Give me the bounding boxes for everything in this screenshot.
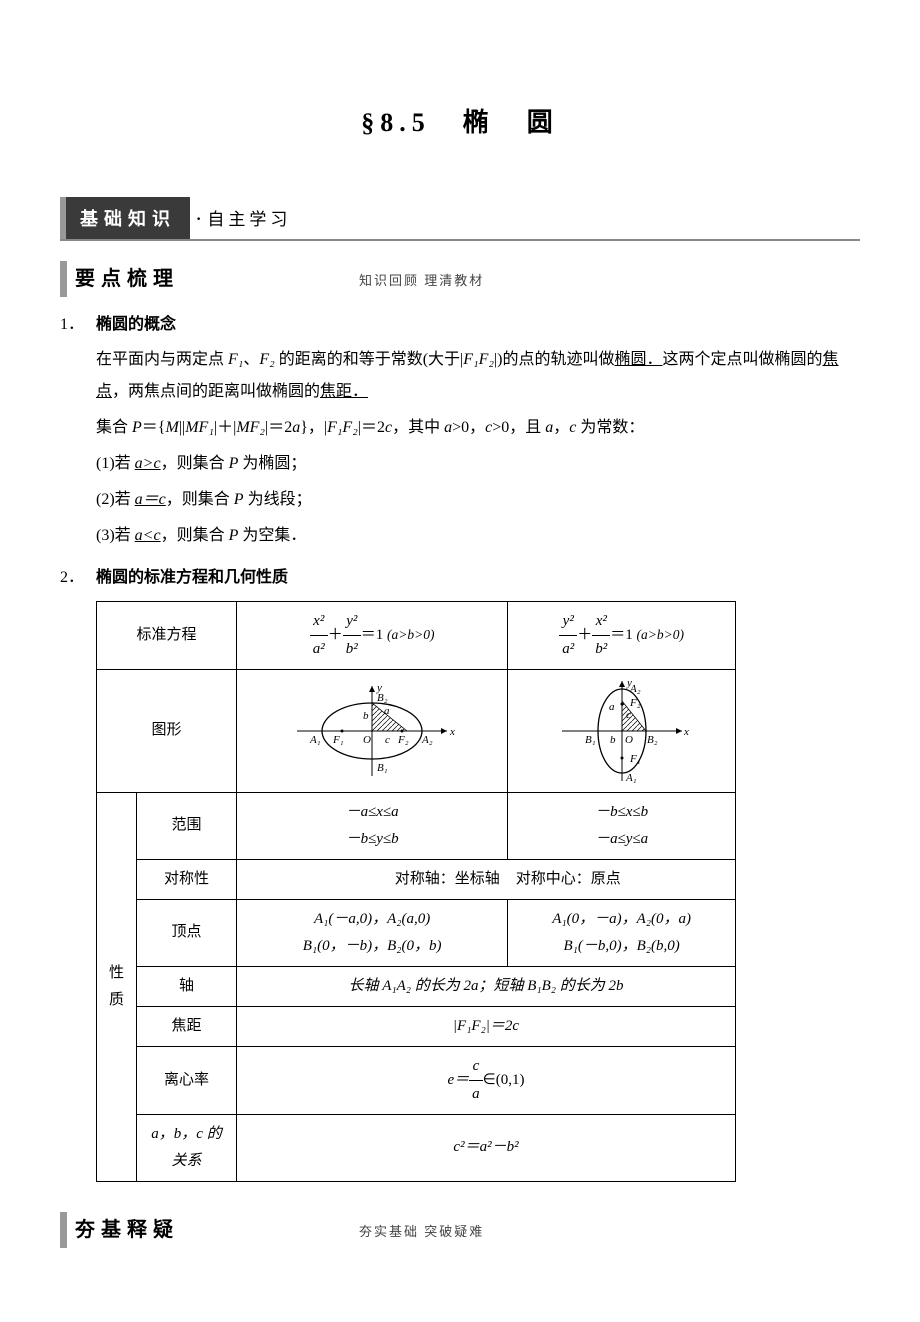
svg-text:x: x — [683, 726, 689, 738]
cell-value: －b≤x≤b－a≤y≤a — [508, 792, 736, 859]
ellipse-vertical-icon: x y O a b c A₂ A₁ B₁ B₂ F₂ F₁ — [552, 676, 692, 786]
svg-text:B₁: B₁ — [377, 762, 388, 774]
svg-text:A₂: A₂ — [629, 683, 641, 695]
table-row: 标准方程 x²a²＋y²b²＝1 (a>b>0) y²a²＋x²b²＝1 (a>… — [97, 601, 736, 669]
svg-text:F₂: F₂ — [629, 697, 641, 709]
svg-text:b: b — [610, 734, 616, 746]
list-item-1: 1． 椭圆的概念 在平面内与两定点 F₁、F₂ 的距离的和等于常数(大于|F₁F… — [60, 311, 860, 556]
svg-text:F₂: F₂ — [397, 734, 409, 746]
page-title: §8.5 椭 圆 — [60, 100, 860, 147]
svg-text:F₁: F₁ — [629, 753, 641, 765]
cell-figure: x y O a b c A₂ A₁ B₁ B₂ F₂ F₁ — [508, 669, 736, 792]
sub-left: 夯基释疑 — [60, 1212, 179, 1248]
banner-dot: · — [196, 206, 201, 235]
item-heading: 椭圆的标准方程和几何性质 — [96, 564, 860, 593]
svg-text:A₁: A₁ — [309, 734, 321, 746]
cell-label: 轴 — [137, 966, 237, 1006]
item-heading: 椭圆的概念 — [96, 311, 860, 340]
paragraph: (3)若 a<c，则集合 P 为空集． — [96, 520, 860, 552]
table-row: 性质 范围 －a≤x≤a－b≤y≤b －b≤x≤b－a≤y≤a — [97, 792, 736, 859]
cell-value: c²＝a²－b² — [237, 1114, 736, 1181]
table-row: 图形 x y O a b c A₁ A₂ B₂ B₁ F₁ F₂ — [97, 669, 736, 792]
table-row: 对称性 对称轴：坐标轴 对称中心：原点 — [97, 859, 736, 899]
sub-left: 要点梳理 — [60, 261, 179, 297]
svg-text:c: c — [626, 709, 631, 721]
cell-label: a，b，c 的关系 — [137, 1114, 237, 1181]
paragraph: (1)若 a>c，则集合 P 为椭圆； — [96, 448, 860, 480]
cell-label: 顶点 — [137, 899, 237, 966]
svg-text:B₂: B₂ — [647, 734, 658, 746]
table-row: 焦距 |F₁F₂|＝2c — [97, 1006, 736, 1046]
banner-basic-knowledge: 基础知识 · 自主学习 — [60, 197, 860, 241]
cell-group-label: 性质 — [97, 792, 137, 1181]
item-number: 1． — [60, 311, 96, 556]
cell-figure: x y O a b c A₁ A₂ B₂ B₁ F₁ F₂ — [237, 669, 508, 792]
cell-value: 长轴 A₁A₂ 的长为 2a；短轴 B₁B₂ 的长为 2b — [237, 966, 736, 1006]
cell-value: A₁(－a,0)，A₂(a,0)B₁(0，－b)，B₂(0，b) — [237, 899, 508, 966]
svg-text:c: c — [385, 734, 390, 746]
table-row: 顶点 A₁(－a,0)，A₂(a,0)B₁(0，－b)，B₂(0，b) A₁(0… — [97, 899, 736, 966]
cell-value: 对称中心：原点 — [508, 859, 736, 899]
cell-equation: y²a²＋x²b²＝1 (a>b>0) — [508, 601, 736, 669]
cell-equation: x²a²＋y²b²＝1 (a>b>0) — [237, 601, 508, 669]
ellipse-horizontal-icon: x y O a b c A₁ A₂ B₂ B₁ F₁ F₂ — [287, 681, 457, 781]
cell-value: －a≤x≤a－b≤y≤b — [237, 792, 508, 859]
subheading-points: 要点梳理 知识回顾 理清教材 — [60, 261, 860, 297]
svg-text:a: a — [609, 701, 615, 713]
table-row: 离心率 e＝ca∈(0,1) — [97, 1046, 736, 1114]
svg-text:a: a — [384, 705, 390, 717]
sub-right: 夯实基础 突破疑难 — [359, 1220, 484, 1243]
svg-text:B₁: B₁ — [585, 734, 596, 746]
svg-text:b: b — [363, 710, 369, 722]
cell-label: 范围 — [137, 792, 237, 859]
banner-left: 基础知识 — [60, 197, 190, 239]
cell-label: 对称性 — [137, 859, 237, 899]
cell-value: |F₁F₂|＝2c — [237, 1006, 736, 1046]
table-row: 轴 长轴 A₁A₂ 的长为 2a；短轴 B₁B₂ 的长为 2b — [97, 966, 736, 1006]
list-item-2: 2． 椭圆的标准方程和几何性质 — [60, 564, 860, 593]
cell-label: 图形 — [97, 669, 237, 792]
table-row: a，b，c 的关系 c²＝a²－b² — [97, 1114, 736, 1181]
cell-label: 离心率 — [137, 1046, 237, 1114]
cell-label: 焦距 — [137, 1006, 237, 1046]
svg-text:F₁: F₁ — [332, 734, 344, 746]
paragraph: 集合 P＝{M||MF₁|＋|MF₂|＝2a}，|F₁F₂|＝2c，其中 a>0… — [96, 412, 860, 444]
svg-text:B₂: B₂ — [377, 692, 388, 704]
cell-value: A₁(0，－a)，A₂(0，a)B₁(－b,0)，B₂(b,0) — [508, 899, 736, 966]
cell-value: e＝ca∈(0,1) — [237, 1046, 736, 1114]
svg-text:O: O — [363, 734, 371, 746]
paragraph: (2)若 a＝c，则集合 P 为线段； — [96, 484, 860, 516]
svg-text:A₂: A₂ — [421, 734, 433, 746]
svg-text:x: x — [449, 726, 455, 738]
sub-right: 知识回顾 理清教材 — [359, 269, 484, 292]
cell-label: 标准方程 — [97, 601, 237, 669]
svg-text:A₁: A₁ — [625, 772, 637, 784]
paragraph: 在平面内与两定点 F₁、F₂ 的距离的和等于常数(大于|F₁F₂|)的点的轨迹叫… — [96, 344, 860, 408]
properties-table: 标准方程 x²a²＋y²b²＝1 (a>b>0) y²a²＋x²b²＝1 (a>… — [96, 601, 736, 1182]
subheading-foundation: 夯基释疑 夯实基础 突破疑难 — [60, 1212, 860, 1248]
svg-text:O: O — [625, 734, 633, 746]
banner-right: 自主学习 — [207, 205, 291, 240]
item-number: 2． — [60, 564, 96, 593]
cell-value: 对称轴：坐标轴 — [237, 859, 508, 899]
